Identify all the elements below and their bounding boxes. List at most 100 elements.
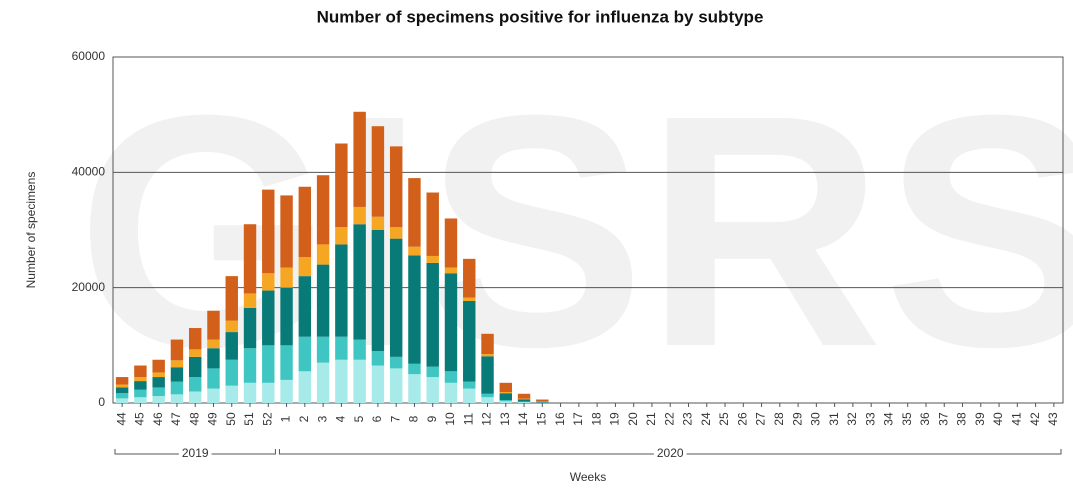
bar-segment xyxy=(444,371,458,383)
bar-segment xyxy=(426,192,439,256)
bar-segment xyxy=(207,388,220,403)
x-tick-label: 32 xyxy=(845,412,859,426)
bar-segment xyxy=(316,336,330,363)
bar-segment xyxy=(353,111,366,207)
x-tick-label: 48 xyxy=(187,412,201,426)
bar-segment xyxy=(243,382,257,403)
x-tick-label: 2 xyxy=(297,415,311,422)
bar-segment xyxy=(499,382,512,393)
x-tick-label: 9 xyxy=(425,415,439,422)
bar-segment xyxy=(207,310,220,340)
bar-segment xyxy=(517,402,531,403)
bar-segment xyxy=(316,264,330,337)
x-axis-label: Weeks xyxy=(570,470,606,484)
bar-segment xyxy=(389,368,403,403)
bar-segment xyxy=(481,393,494,398)
bar-segment xyxy=(115,387,129,394)
x-tick-label: 44 xyxy=(114,412,128,426)
x-tick-label: 13 xyxy=(498,412,512,426)
bar-segment xyxy=(371,351,385,366)
x-tick-label: 41 xyxy=(1009,412,1023,426)
bar-segment xyxy=(463,388,476,403)
bar-segment xyxy=(426,255,439,263)
bar-segment xyxy=(481,353,494,357)
bar-segment xyxy=(170,339,184,361)
bar-segment xyxy=(225,385,238,403)
bar-segment xyxy=(353,206,366,225)
x-tick-label: 47 xyxy=(169,412,183,426)
x-tick-label: 5 xyxy=(352,415,366,422)
bar-segment xyxy=(408,178,421,247)
bar-segment xyxy=(517,401,531,403)
bar-segment xyxy=(426,262,439,367)
bar-segment xyxy=(225,359,238,386)
bar-segment xyxy=(481,333,494,354)
bar-segment xyxy=(335,143,348,228)
bar-segment xyxy=(170,394,184,403)
bar-segment xyxy=(499,400,512,402)
bar-segment xyxy=(280,345,293,380)
x-tick-label: 26 xyxy=(735,412,749,426)
x-tick-label: 49 xyxy=(206,412,220,426)
bar-segment xyxy=(536,399,549,402)
bar-segment xyxy=(389,227,403,239)
bar-segment xyxy=(499,401,512,403)
x-tick-label: 3 xyxy=(315,415,329,422)
bar-segment xyxy=(426,366,439,378)
x-tick-label: 33 xyxy=(863,412,877,426)
bar-segment xyxy=(353,224,366,340)
bar-segment xyxy=(134,365,147,378)
chart-title: Number of specimens positive for influen… xyxy=(317,7,764,26)
x-tick-label: 37 xyxy=(936,412,950,426)
bar-segment xyxy=(280,287,293,346)
year-label-bg xyxy=(653,451,687,457)
bar-segment xyxy=(316,175,330,245)
x-tick-label: 38 xyxy=(955,412,969,426)
year-label: 2019 xyxy=(182,446,209,460)
x-tick-label: 7 xyxy=(388,415,402,422)
x-tick-label: 29 xyxy=(790,412,804,426)
bar-segment xyxy=(444,218,458,268)
bar-segment xyxy=(463,258,476,298)
x-tick-label: 23 xyxy=(681,412,695,426)
x-tick-label: 50 xyxy=(224,412,238,426)
bar-segment xyxy=(189,349,202,357)
bar-segment xyxy=(189,356,202,378)
bar-segment xyxy=(115,398,129,403)
y-tick-label: 60000 xyxy=(72,49,106,63)
bar-segment xyxy=(262,345,275,383)
x-tick-label: 39 xyxy=(973,412,987,426)
bar-segment xyxy=(426,377,439,403)
x-tick-label: 22 xyxy=(662,412,676,426)
y-tick-label: 0 xyxy=(98,395,105,409)
bar-segment xyxy=(335,336,348,360)
bar-segment xyxy=(262,290,275,346)
bar-segment xyxy=(207,348,220,369)
bar-segment xyxy=(280,379,293,403)
x-tick-label: 40 xyxy=(991,412,1005,426)
bar-segment xyxy=(134,389,147,398)
bar-segment xyxy=(463,381,476,389)
bar-segment xyxy=(262,273,275,291)
y-axis-label: Number of specimens xyxy=(24,172,38,289)
x-tick-label: 25 xyxy=(717,412,731,426)
x-tick-label: 35 xyxy=(900,412,914,426)
bar-segment xyxy=(463,297,476,301)
bar-segment xyxy=(389,356,403,369)
bar-segment xyxy=(134,381,147,390)
x-tick-label: 46 xyxy=(151,412,165,426)
x-tick-label: 51 xyxy=(242,412,256,426)
x-tick-label: 18 xyxy=(589,412,603,426)
x-tick-label: 15 xyxy=(534,412,548,426)
x-tick-label: 24 xyxy=(699,412,713,426)
bar-segment xyxy=(170,367,184,382)
x-tick-label: 42 xyxy=(1028,412,1042,426)
bar-segment xyxy=(243,307,257,349)
x-tick-label: 8 xyxy=(407,415,421,422)
bar-segment xyxy=(243,348,257,383)
bar-segment xyxy=(152,396,165,403)
bar-segment xyxy=(170,360,184,368)
bar-segment xyxy=(262,189,275,274)
x-tick-label: 34 xyxy=(882,412,896,426)
